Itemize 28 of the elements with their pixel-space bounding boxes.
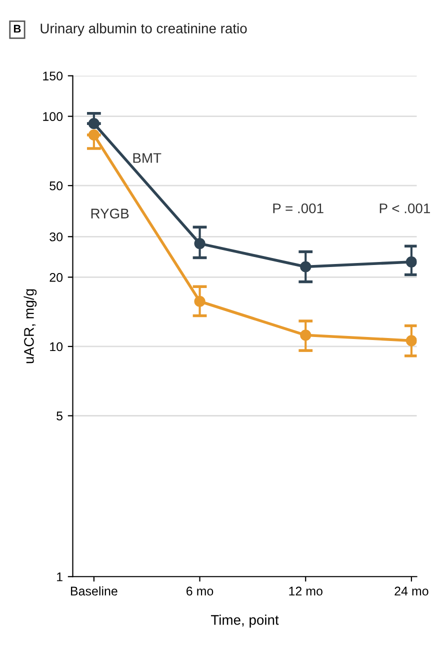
series-label: RYGB — [91, 208, 129, 218]
y-tick-label: 5 — [56, 412, 63, 420]
y-tick-label: 50 — [50, 181, 63, 190]
point — [300, 330, 312, 341]
annotation: P = .001 — [273, 203, 324, 214]
chart-title: Urinary albumin to creatinine ratio — [40, 23, 247, 36]
point — [88, 118, 100, 130]
text: B — [14, 24, 21, 33]
y-tick-label: 30 — [50, 232, 63, 242]
point — [194, 238, 206, 250]
y-tick-label: 20 — [50, 272, 63, 282]
y-axis-title: uACR, mg/g — [24, 289, 37, 364]
x-tick-label: 12 mo — [289, 586, 322, 596]
x-tick-label: Baseline — [70, 586, 118, 596]
point — [300, 261, 312, 272]
series-label: BMT — [133, 153, 162, 163]
point — [88, 129, 100, 140]
y-tick-label: 100 — [43, 112, 63, 121]
x-tick-label: 24 mo — [394, 586, 428, 596]
x-tick-label: 6 mo — [186, 586, 214, 596]
point — [406, 335, 417, 346]
y-tick-label: 1 — [57, 572, 62, 582]
annotation: P < .001 — [380, 203, 430, 214]
y-tick-label: 10 — [50, 342, 63, 352]
y-tick-label: 150 — [43, 72, 63, 80]
point — [194, 296, 206, 307]
x-axis-title: Time, point — [210, 614, 279, 628]
point — [406, 256, 417, 268]
